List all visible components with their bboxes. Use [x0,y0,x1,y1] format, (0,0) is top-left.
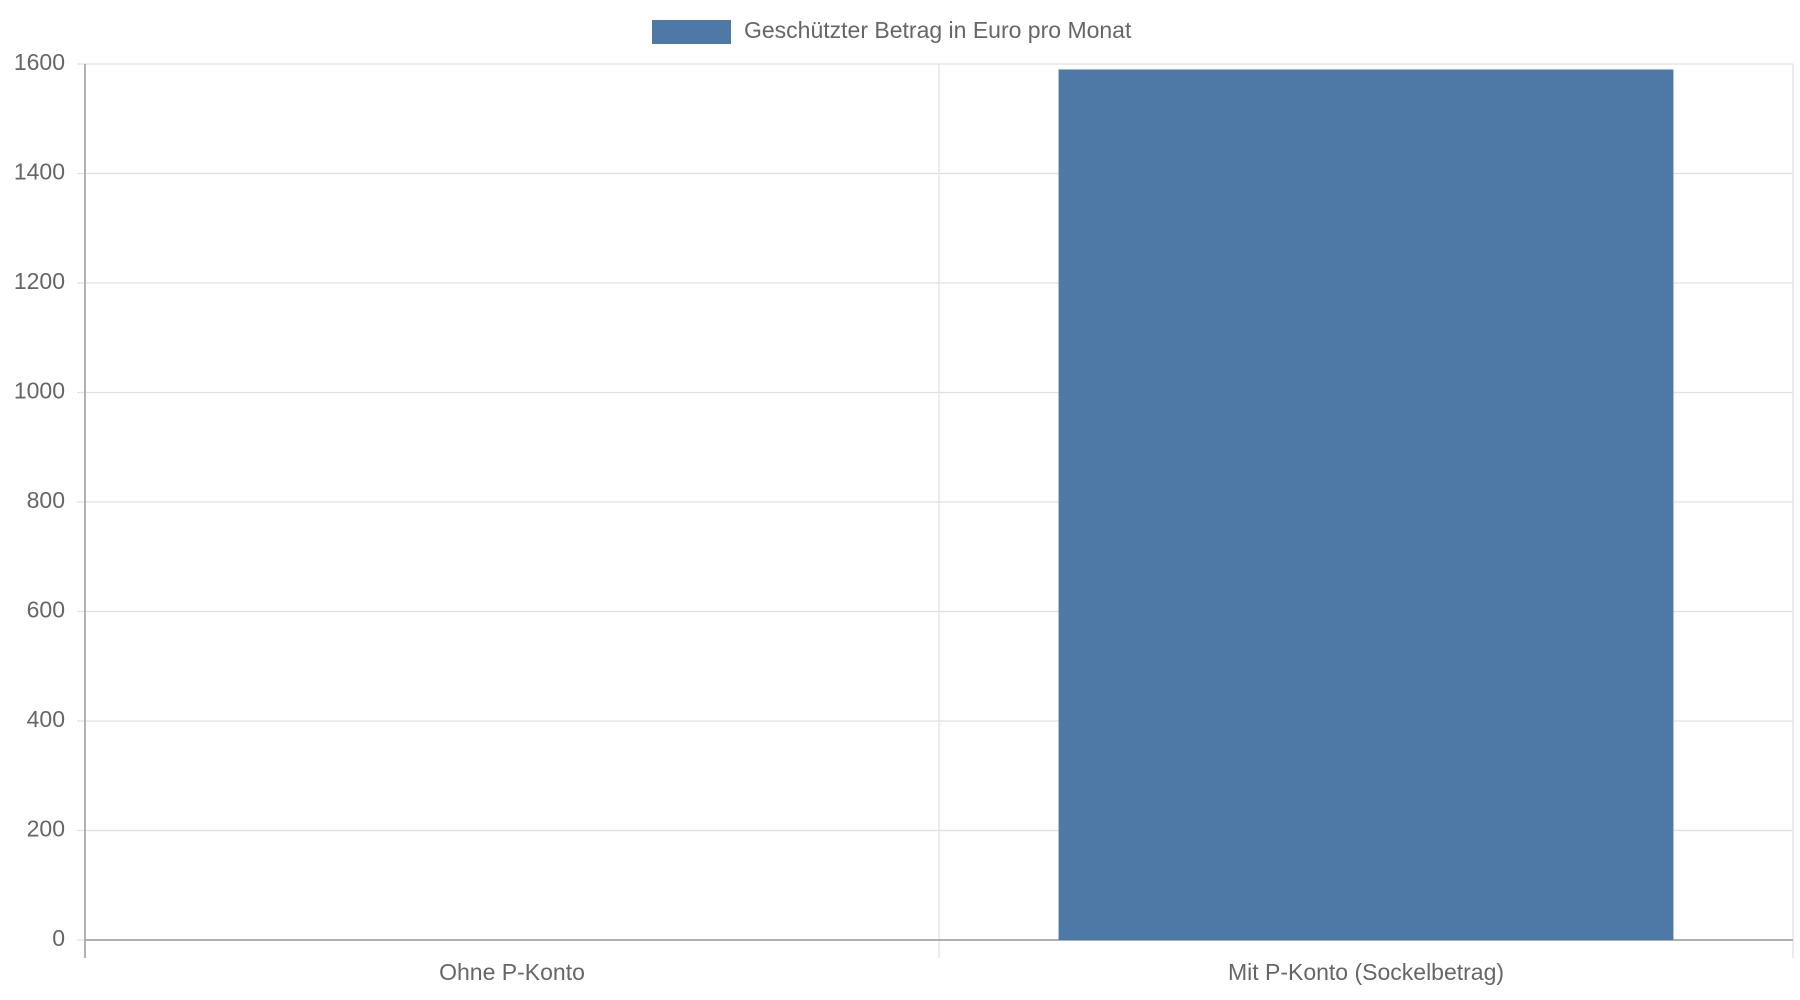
y-tick-label: 800 [27,487,65,513]
legend-label: Geschützter Betrag in Euro pro Monat [744,17,1132,43]
y-tick-label: 1200 [14,268,65,294]
y-tick-label: 1400 [14,159,65,185]
x-tick-label: Mit P-Konto (Sockelbetrag) [1228,959,1504,985]
y-tick-label: 200 [27,816,65,842]
legend-swatch [652,20,731,44]
y-tick-label: 0 [52,925,65,951]
y-tick-label: 400 [27,706,65,732]
bar [1058,69,1674,941]
y-tick-label: 1000 [14,378,65,404]
y-tick-label: 600 [27,597,65,623]
y-tick-label: 1600 [14,49,65,75]
x-tick-label: Ohne P-Konto [439,959,585,985]
